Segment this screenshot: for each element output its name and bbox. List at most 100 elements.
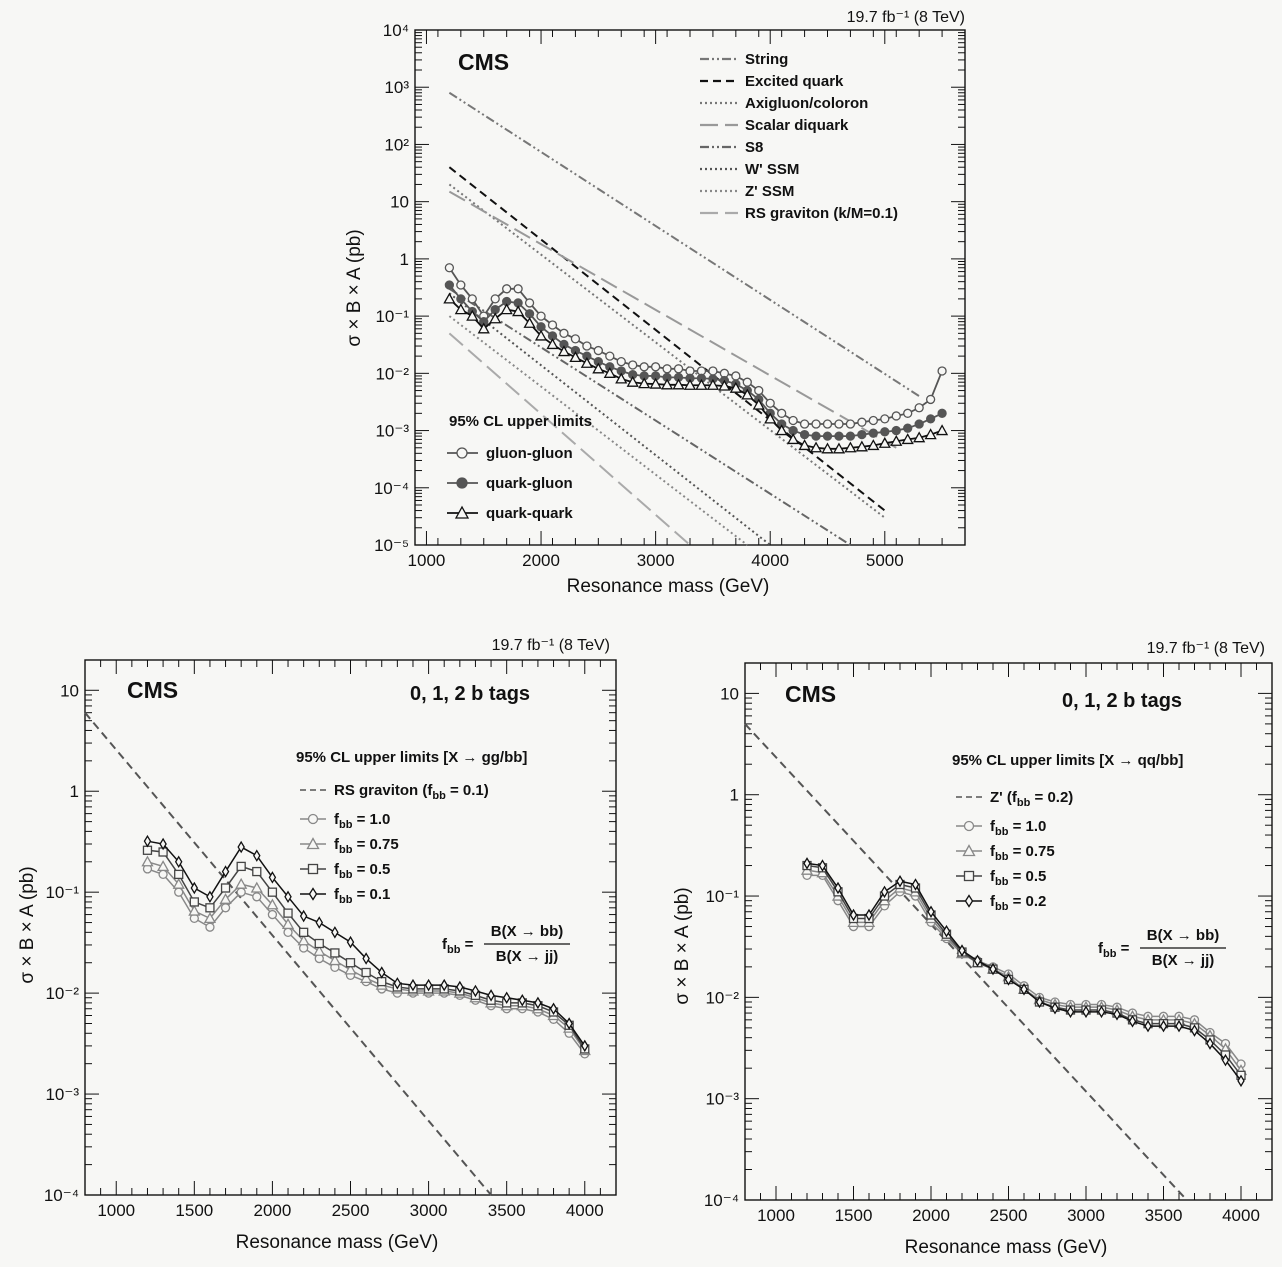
marker-open-diamond [1097, 1005, 1106, 1019]
marker-open-square [330, 948, 340, 958]
marker-open-diamond [1221, 1053, 1230, 1067]
marker-open-diamond [1190, 1024, 1199, 1037]
marker-open-diamond [308, 887, 318, 901]
marker-filled-circle [925, 414, 936, 424]
marker-open-triangle [219, 892, 232, 904]
marker-open-diamond [159, 837, 167, 851]
y-tick-label: 10 [390, 193, 409, 212]
x-tick-label: 2000 [253, 1201, 291, 1220]
top-theory-legend: String Excited quark Axigluon/coloron Scala… [700, 51, 898, 222]
marker-open-diamond [221, 865, 230, 878]
marker-open-circle [283, 927, 293, 937]
x-tick-label: 1000 [757, 1206, 795, 1225]
marker-open-triangle [683, 378, 697, 390]
top-theory-curves [448, 91, 920, 546]
x-tick-label: 3500 [488, 1201, 526, 1220]
marker-open-diamond [1051, 1002, 1059, 1015]
marker-open-diamond [518, 993, 527, 1007]
x-tick-label: 5000 [866, 551, 904, 570]
series-legend-label: fbb = 0.75 [334, 836, 399, 856]
marker-open-circle [502, 284, 512, 294]
bl-y-axis-label: σ × B × A (pb) [17, 866, 38, 983]
marker-open-triangle [203, 912, 217, 924]
formula-lhs: fbb = [442, 936, 474, 956]
marker-open-triangle [500, 303, 513, 315]
theory-legend-label: String [745, 51, 788, 68]
marker-open-triangle [281, 918, 295, 929]
marker-open-diamond [362, 952, 370, 965]
marker-open-circle [925, 394, 936, 405]
marker-open-triangle [534, 329, 548, 341]
marker-open-square [283, 908, 293, 918]
y-tick-label: 10⁻² [375, 364, 409, 383]
bottom-left-chart: 1000 1500 2000 2500 3000 3500 4000 10⁻⁴ 10⁻³ 10⁻²… [17, 637, 617, 1253]
x-tick-label: 4000 [751, 551, 789, 570]
marker-open-square [361, 967, 371, 978]
y-tick-label: 10⁴ [383, 21, 409, 40]
marker-open-circle [158, 869, 168, 880]
marker-open-circle [765, 398, 775, 408]
y-tick-label: 10⁻⁵ [374, 536, 409, 555]
marker-open-triangle [913, 431, 926, 443]
bl-theory-curve [84, 712, 492, 1196]
y-tick-label: 10 [720, 684, 739, 703]
marker-open-circle [822, 419, 833, 429]
marker-open-diamond [409, 978, 417, 992]
y-tick-label: 1 [730, 786, 739, 805]
marker-open-triangle [557, 345, 571, 357]
y-tick-label: 10⁻¹ [45, 883, 79, 902]
marker-open-square [220, 883, 231, 893]
marker-filled-circle [845, 431, 856, 441]
series-legend-label: fbb = 0.75 [990, 843, 1055, 863]
marker-open-diamond [549, 1002, 558, 1016]
formula-denominator: B(X → jj) [1152, 952, 1215, 969]
marker-open-square [314, 938, 324, 949]
marker-open-triangle [729, 381, 742, 393]
marker-open-triangle [764, 412, 777, 424]
marker-open-diamond [1113, 1008, 1121, 1021]
marker-open-triangle [890, 434, 903, 446]
marker-open-triangle [718, 379, 731, 391]
marker-open-triangle [775, 424, 788, 436]
marker-open-triangle [188, 904, 201, 916]
marker-open-triangle [477, 322, 490, 334]
marker-open-diamond [268, 871, 277, 884]
top-cms-label: CMS [458, 49, 509, 75]
marker-open-diamond [237, 840, 245, 854]
marker-open-diamond [190, 881, 199, 895]
series-line [448, 267, 943, 425]
marker-open-diamond [471, 984, 480, 998]
theory-legend-label: Excited quark [745, 73, 844, 90]
bl-lumi-label: 19.7 fb⁻¹ (8 TeV) [492, 637, 610, 654]
top-axis-ticks: 1000 2000 3000 4000 5000 10⁻⁵ 10⁻⁴ 10⁻³ 10⁻² 10⁻¹… [374, 21, 966, 570]
y-tick-label: 10⁻¹ [705, 887, 739, 906]
marker-open-triangle [706, 378, 720, 390]
marker-open-circle [754, 385, 764, 396]
marker-filled-circle [456, 477, 468, 489]
marker-open-triangle [172, 877, 185, 889]
marker-open-diamond [502, 991, 511, 1004]
marker-open-diamond [456, 980, 464, 994]
series-legend-label: fbb = 0.2 [990, 893, 1046, 913]
marker-open-diamond [284, 890, 292, 904]
y-tick-label: 10⁻² [705, 988, 739, 1007]
marker-open-diamond [565, 1017, 573, 1030]
limit-legend-label: gluon-gluon [486, 445, 573, 462]
marker-open-diamond [834, 881, 842, 895]
bl-axis-ticks: 1000 1500 2000 2500 3000 3500 4000 10⁻⁴ 10⁻³ 10⁻²… [44, 660, 617, 1220]
marker-open-circle [307, 813, 319, 825]
theory-legend-label: Scalar diquark [745, 117, 849, 134]
marker-open-square [205, 903, 215, 913]
marker-open-circle [490, 294, 500, 304]
bl-cms-label: CMS [127, 677, 178, 703]
y-tick-label: 10⁻³ [45, 1085, 79, 1104]
marker-open-diamond [1082, 1005, 1090, 1019]
series-legend-label: fbb = 1.0 [334, 811, 390, 831]
marker-open-diamond [880, 885, 889, 899]
y-tick-label: 10⁻³ [375, 422, 409, 441]
marker-open-circle [205, 922, 215, 932]
marker-open-diamond [1206, 1037, 1214, 1050]
marker-open-triangle [141, 855, 154, 867]
theory-legend-label: S8 [745, 139, 763, 156]
